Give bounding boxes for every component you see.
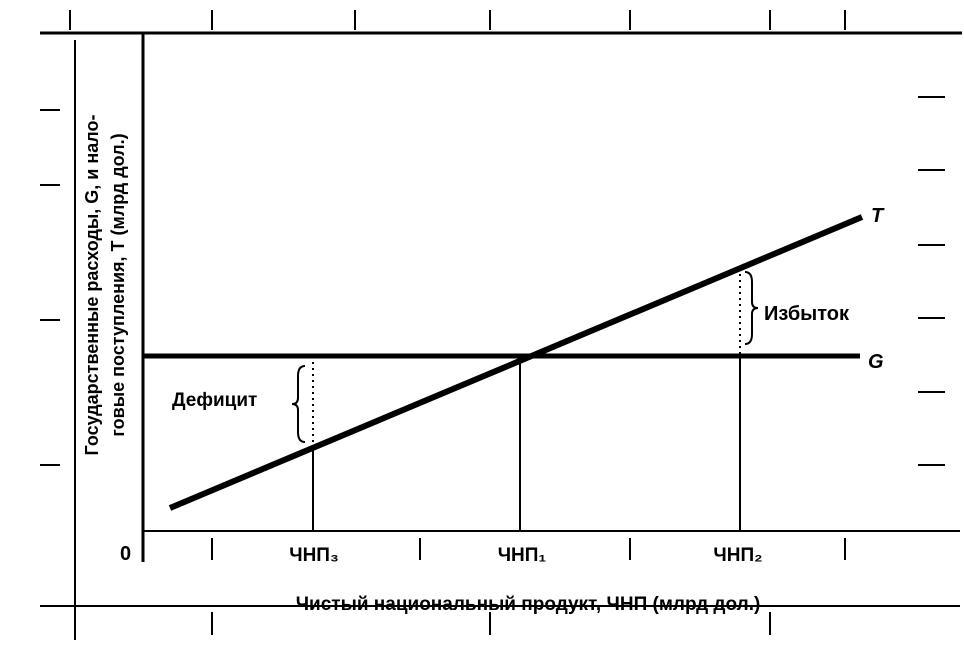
y-axis-title: говые поступления, T (млрд дол.) bbox=[108, 133, 128, 436]
x-axis-title: Чистый национальный продукт, ЧНП (млрд д… bbox=[296, 594, 761, 615]
x-tick-label: ЧНП₂ bbox=[713, 545, 762, 566]
surplus-label: Избыток bbox=[764, 303, 850, 325]
x-tick-label: ЧНП₃ bbox=[289, 545, 339, 566]
g-label: G bbox=[868, 351, 884, 373]
t-line bbox=[168, 214, 864, 511]
t-label: T bbox=[871, 205, 885, 227]
tick-marks bbox=[40, 10, 945, 635]
deficit-brace bbox=[291, 365, 306, 443]
x-tick-label: ЧНП₁ bbox=[498, 545, 547, 566]
origin-label: 0 bbox=[120, 543, 131, 565]
surplus-brace bbox=[744, 271, 759, 345]
y-axis-title: Государственные расходы, G, и нало- bbox=[82, 115, 102, 456]
deficit-label: Дефицит bbox=[172, 390, 257, 411]
